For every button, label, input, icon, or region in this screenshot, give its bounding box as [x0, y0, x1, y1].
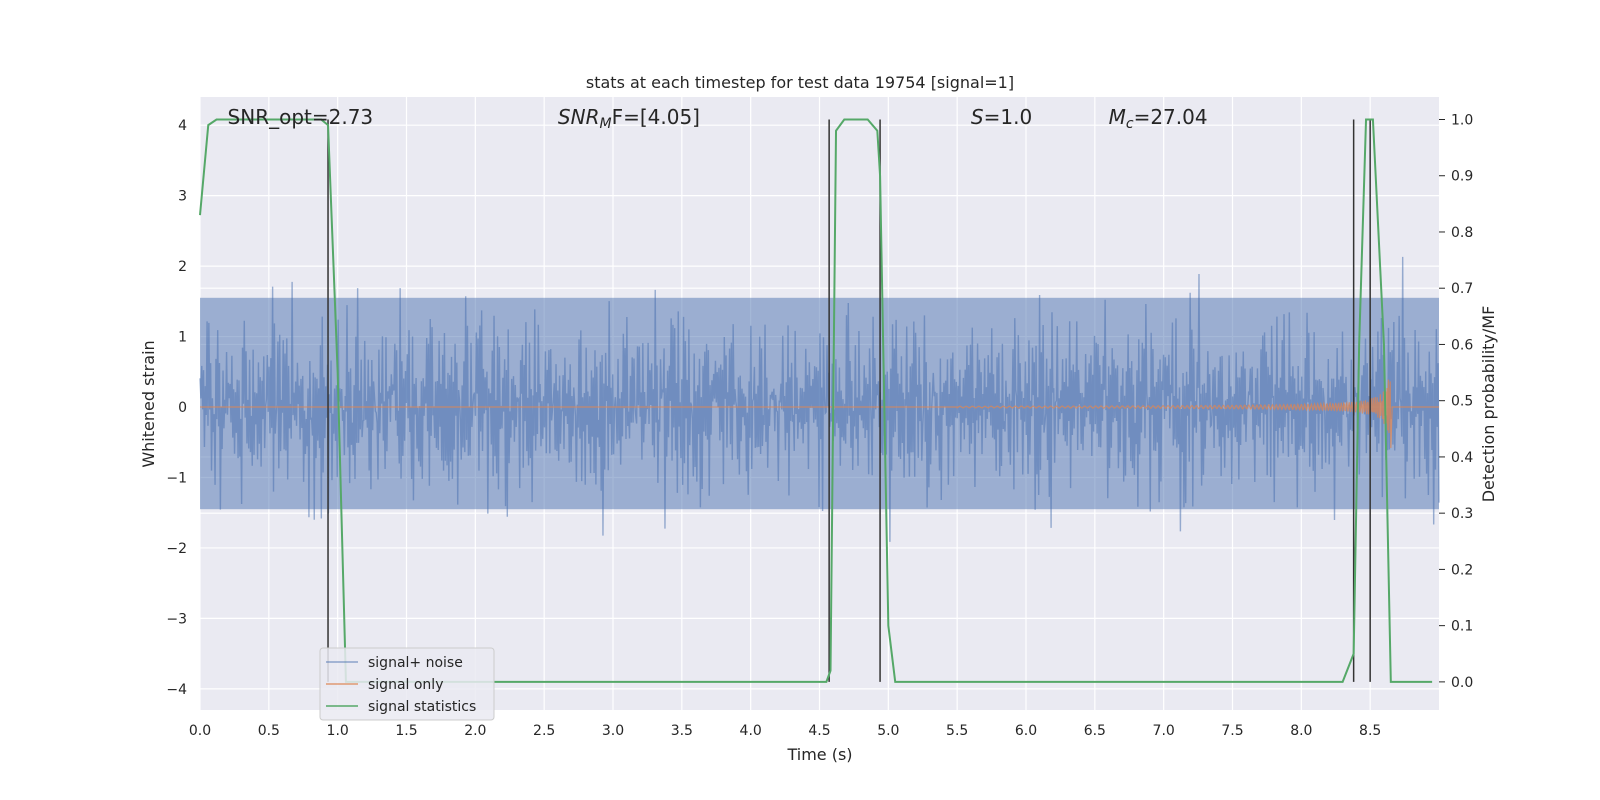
x-tick-label-8: 4.0 — [740, 723, 762, 739]
x-tick-label-0: 0.0 — [189, 723, 211, 739]
y2-tick-label-2: 0.2 — [1451, 562, 1473, 578]
legend-label-signal-only: signal only — [368, 677, 443, 693]
x-tick-label-3: 1.5 — [395, 723, 417, 739]
x-tick-label-13: 6.5 — [1084, 723, 1106, 739]
y2-tick-label-5: 0.5 — [1451, 394, 1473, 410]
y-tick-label-7: 3 — [178, 189, 187, 205]
y-tick-label-1: −3 — [166, 611, 187, 627]
y-axis-label: Whitened strain — [139, 340, 158, 467]
legend-label-signal-statistics: signal statistics — [368, 699, 476, 715]
y2-tick-label-7: 0.7 — [1451, 281, 1473, 297]
annotations: SNR_opt=2.73 SNRMF=[4.05] S=1.0 Mc=27.04 — [228, 105, 1208, 132]
legend: signal+ noise signal only signal statist… — [319, 647, 495, 721]
y2-tick-label-6: 0.6 — [1451, 337, 1473, 353]
y-tick-label-4: 0 — [178, 400, 187, 416]
y-tick-label-2: −2 — [166, 541, 187, 557]
chart-title: stats at each timestep for test data 197… — [586, 73, 1014, 92]
y2-tick-label-4: 0.4 — [1451, 450, 1473, 466]
legend-box — [319, 647, 495, 721]
y2-tick-label-8: 0.8 — [1451, 225, 1473, 241]
x-tick-label-11: 5.5 — [946, 723, 968, 739]
x-tick-label-5: 2.5 — [533, 723, 555, 739]
x-axis-label: Time (s) — [786, 745, 852, 764]
x-tick-label-6: 3.0 — [602, 723, 624, 739]
y2-tick-label-10: 1.0 — [1451, 112, 1473, 128]
y2-axis-label: Detection probability/MF — [1479, 306, 1498, 503]
y-tick-label-0: −4 — [166, 682, 187, 698]
y2-tick-label-0: 0.0 — [1451, 675, 1473, 691]
x-tick-label-7: 3.5 — [671, 723, 693, 739]
annotation-snr-mf: SNRMF=[4.05] — [558, 105, 700, 132]
y2-tick-label-3: 0.3 — [1451, 506, 1473, 522]
annotation-s: S=1.0 — [971, 105, 1032, 129]
x-tick-label-15: 7.5 — [1221, 723, 1243, 739]
x-tick-label-14: 7.0 — [1153, 723, 1175, 739]
x-tick-label-1: 0.5 — [258, 723, 280, 739]
y-tick-label-3: −1 — [166, 470, 187, 486]
signal-only-line — [200, 379, 1439, 448]
x-tick-label-17: 8.5 — [1359, 723, 1381, 739]
annotation-mc: Mc=27.04 — [1109, 105, 1208, 132]
y-tick-label-8: 4 — [178, 118, 187, 134]
x-tick-label-4: 2.0 — [464, 723, 486, 739]
y2-axis-ticks: 0.0 0.1 0.2 0.3 0.4 0.5 0.6 0.7 0.8 0.9 1.0 — [1439, 112, 1473, 691]
x-tick-label-12: 6.0 — [1015, 723, 1037, 739]
signal-statistics-series — [199, 118, 1433, 683]
y-tick-label-5: 1 — [178, 330, 187, 346]
x-tick-label-9: 4.5 — [808, 723, 830, 739]
signal-noise-series — [199, 256, 1440, 542]
signal-statistics-line — [199, 118, 1433, 683]
signal-only-series — [200, 379, 1439, 448]
y2-tick-label-9: 0.9 — [1451, 169, 1473, 185]
x-tick-label-2: 1.0 — [327, 723, 349, 739]
annotation-snr-opt: SNR_opt=2.73 — [228, 105, 374, 129]
x-tick-label-16: 8.0 — [1290, 723, 1312, 739]
y-tick-label-6: 2 — [178, 259, 187, 275]
x-axis-ticks: 0.0 0.5 1.0 1.5 2.0 2.5 3.0 3.5 4.0 4.5 5.0 5.5 6.0 6… — [189, 723, 1381, 739]
y-axis-ticks: −4 −3 −2 −1 0 1 2 3 4 — [166, 118, 187, 698]
noise-line — [199, 256, 1440, 542]
y2-tick-label-1: 0.1 — [1451, 619, 1473, 635]
legend-label-signal-noise: signal+ noise — [368, 655, 463, 671]
x-tick-label-10: 5.0 — [877, 723, 899, 739]
